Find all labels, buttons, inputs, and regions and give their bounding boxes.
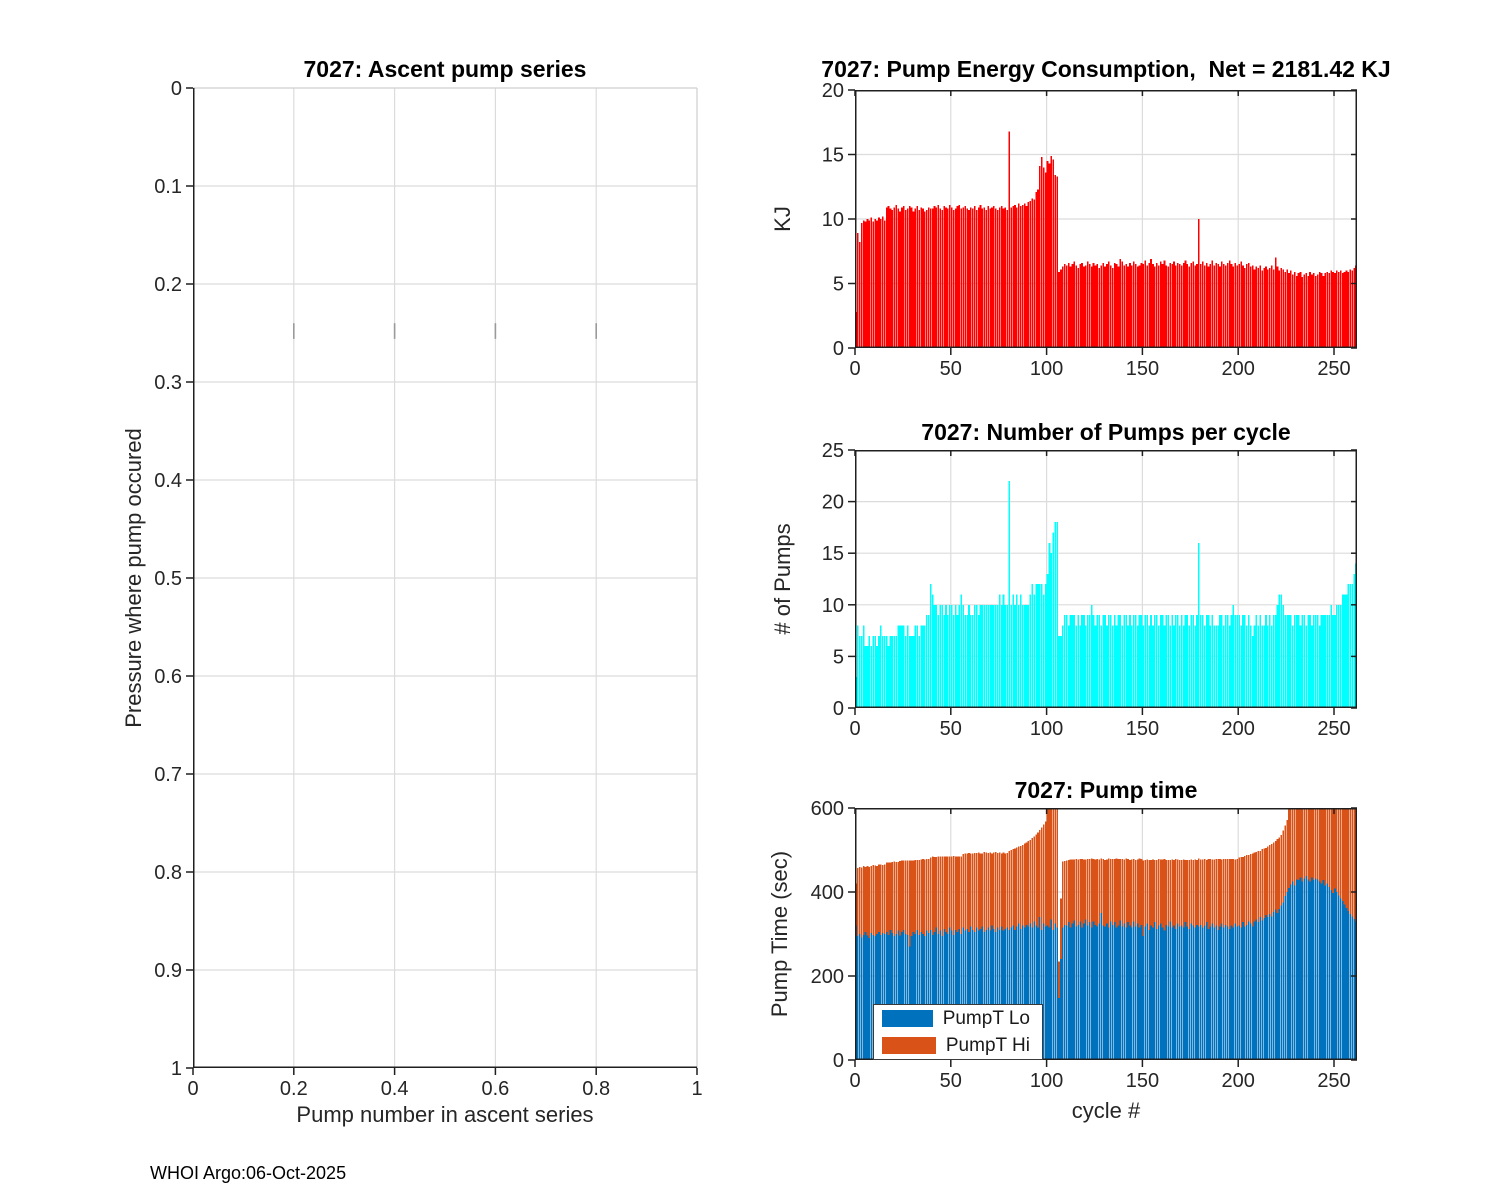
tick-label: 5 (833, 274, 844, 296)
legend-item-pumpt-lo: PumpT Lo (882, 1008, 1030, 1030)
legend: PumpT Lo PumpT Hi (873, 1004, 1043, 1060)
tick-label: 20 (822, 492, 844, 514)
tick-label: 100 (1030, 358, 1063, 380)
tick-label: 15 (822, 543, 844, 565)
tick-label: 5 (833, 646, 844, 668)
tick-label: 250 (1317, 1070, 1350, 1092)
tick-label: 0.8 (154, 862, 182, 884)
legend-swatch-pumpt-lo (882, 1010, 933, 1027)
tick-label: 10 (822, 595, 844, 617)
legend-swatch-pumpt-hi (882, 1037, 936, 1054)
tick-label: 200 (1222, 1070, 1255, 1092)
time-chart-title: 7027: Pump time (1014, 777, 1198, 803)
tick-label: 1 (171, 1058, 182, 1080)
tick-label: 0.4 (154, 470, 182, 492)
tick-label: 200 (1222, 358, 1255, 380)
pumps-yaxis-label: # of Pumps (770, 523, 795, 635)
tick-label: 200 (811, 966, 844, 988)
tick-label: 150 (1126, 1070, 1159, 1092)
time-xaxis-label: cycle # (1071, 1098, 1141, 1123)
tick-label: 400 (811, 882, 844, 904)
tick-label: 0 (849, 1070, 860, 1092)
footer-text: WHOI Argo:06-Oct-2025 (150, 1163, 347, 1183)
tick-label: 50 (940, 1070, 962, 1092)
tick-label: 600 (811, 798, 844, 820)
ascent-pump-series-chart: 0 0.2 0.4 0.6 0.8 100.10.20.30.40.50.60.70.80… (154, 78, 702, 1100)
tick-label: 15 (822, 145, 844, 167)
tick-label: 0 (849, 358, 860, 380)
energy-yaxis-label: KJ (770, 206, 795, 232)
legend-item-pumpt-hi: PumpT Hi (882, 1035, 1030, 1057)
ascent-yaxis-label: Pressure where pump occured (121, 428, 146, 728)
time-yaxis-label: Pump Time (sec) (767, 850, 792, 1018)
tick-label: 200 (1222, 718, 1255, 740)
pump-time-chart: 0 50 100 150 200 250 0 200 400 600 (811, 798, 1357, 1092)
tick-label: 1 (691, 1078, 702, 1100)
tick-label: 250 (1317, 718, 1350, 740)
tick-label: 0 (171, 78, 182, 100)
tick-label: 0 (833, 698, 844, 720)
tick-label: 50 (940, 718, 962, 740)
tick-label: 10 (822, 209, 844, 231)
tick-label: 150 (1126, 718, 1159, 740)
tick-label: 0 (833, 1050, 844, 1072)
tick-label: 100 (1030, 1070, 1063, 1092)
tick-label: 0.6 (481, 1078, 509, 1100)
tick-label: 50 (940, 358, 962, 380)
tick-label: 20 (822, 80, 844, 102)
pump-energy-consumption-chart: 0 50 100 150 200 250 0 5 10 15 20 (822, 80, 1357, 380)
tick-label: 0.4 (381, 1078, 409, 1100)
tick-label: 100 (1030, 718, 1063, 740)
energy-chart-title: 7027: Pump Energy Consumption, Net = 218… (821, 56, 1391, 82)
number-of-pumps-chart: 0 50 100 150 200 250 0 5 10 15 20 25 (822, 440, 1357, 740)
legend-label-pumpt-hi: PumpT Hi (945, 1034, 1030, 1056)
tick-label: 0 (849, 718, 860, 740)
tick-label: 250 (1317, 358, 1350, 380)
ascent-chart-title: 7027: Ascent pump series (303, 56, 587, 82)
ascent-xaxis-label: Pump number in ascent series (296, 1102, 594, 1127)
legend-label-pumpt-lo: PumpT Lo (942, 1007, 1030, 1029)
tick-label: 0.5 (154, 568, 182, 590)
tick-label: 0.6 (154, 666, 182, 688)
tick-label: 0.1 (154, 176, 182, 198)
tick-label: 0.7 (154, 764, 182, 786)
tick-label: 0 (833, 338, 844, 360)
tick-label: 0 (187, 1078, 198, 1100)
tick-label: 0.2 (280, 1078, 308, 1100)
pumps-chart-title: 7027: Number of Pumps per cycle (921, 419, 1291, 445)
tick-label: 0.8 (582, 1078, 610, 1100)
tick-label: 0.2 (154, 274, 182, 296)
tick-label: 25 (822, 440, 844, 462)
tick-label: 0.3 (154, 372, 182, 394)
tick-label: 150 (1126, 358, 1159, 380)
tick-label: 0.9 (154, 960, 182, 982)
